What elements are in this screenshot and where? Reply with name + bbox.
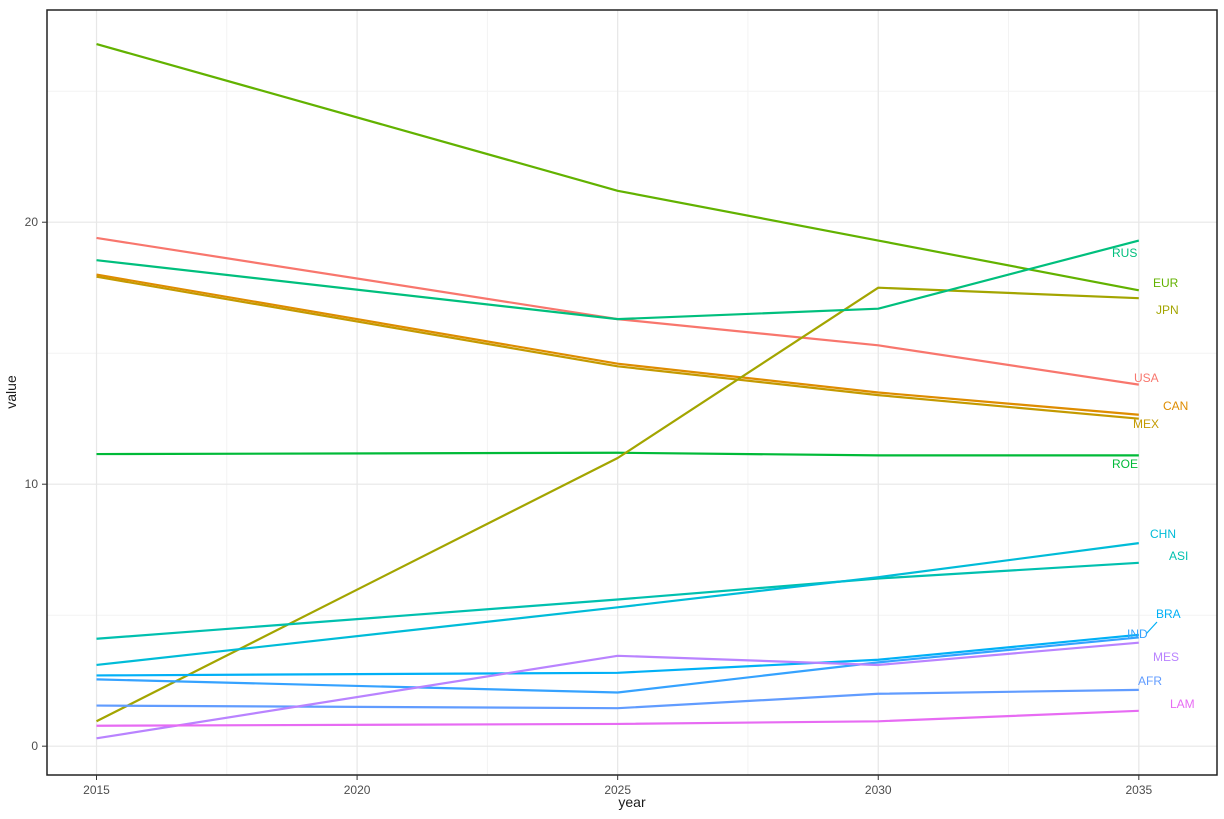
y-tick-label-20: 20: [25, 215, 39, 229]
series-line-EUR: [96, 42, 1140, 292]
series-line-ASI: [96, 561, 1139, 640]
y-axis-title: value: [3, 375, 19, 409]
series-label-IND: IND: [1127, 627, 1148, 641]
label-leader-BRA: [1145, 621, 1158, 635]
series-label-LAM: LAM: [1170, 697, 1195, 711]
gridlines-major: [47, 10, 1217, 775]
plot-panel-background: [47, 10, 1217, 775]
y-tick-label-0: 0: [31, 739, 38, 753]
gridlines-minor: [47, 10, 1217, 775]
series-label-CHN: CHN: [1150, 527, 1176, 541]
series-line-JPN: [96, 286, 1139, 723]
series-label-MES: MES: [1153, 650, 1179, 664]
axis-tick-labels: 2015 2020 2025 2030 2035 0 10 20: [25, 215, 1153, 797]
series-line-ROE: [96, 451, 1139, 457]
series-label-EUR: EUR: [1153, 276, 1179, 290]
axis-ticks: [42, 221, 1140, 780]
series-label-MEX: MEX: [1133, 417, 1159, 431]
series-label-USA: USA: [1134, 371, 1159, 385]
series-line-IND: [96, 636, 1139, 694]
series-label-JPN: JPN: [1156, 303, 1179, 317]
series-label-CAN: CAN: [1163, 399, 1188, 413]
series-line-BRA: [96, 633, 1139, 677]
series-label-ROE: ROE: [1112, 457, 1138, 471]
x-tick-label-2020: 2020: [344, 783, 371, 797]
series-line-CAN: [96, 273, 1139, 416]
series-line-CHN: [96, 542, 1139, 667]
series-label-RUS: RUS: [1112, 246, 1137, 260]
series-line-LAM: [96, 709, 1139, 727]
x-tick-label-2025: 2025: [604, 783, 631, 797]
x-tick-label-2035: 2035: [1125, 783, 1152, 797]
series-line-RUS: [96, 239, 1140, 321]
x-tick-label-2015: 2015: [83, 783, 110, 797]
series-line-USA: [96, 236, 1139, 386]
series-end-labels: RUS EUR JPN USA CAN MEX ROE CHN ASI BRA IND MES AFR L…: [1112, 246, 1195, 711]
series-lines: [96, 42, 1140, 740]
y-tick-label-10: 10: [25, 477, 39, 491]
series-label-ASI: ASI: [1169, 549, 1188, 563]
series-line-AFR: [96, 688, 1139, 710]
x-axis-title: year: [618, 794, 646, 810]
x-tick-label-2030: 2030: [865, 783, 892, 797]
plot-panel-border: [46, 9, 1218, 776]
series-label-BRA: BRA: [1156, 607, 1181, 621]
series-line-MES: [96, 641, 1139, 740]
series-label-AFR: AFR: [1138, 674, 1162, 688]
series-line-MEX: [96, 275, 1139, 420]
